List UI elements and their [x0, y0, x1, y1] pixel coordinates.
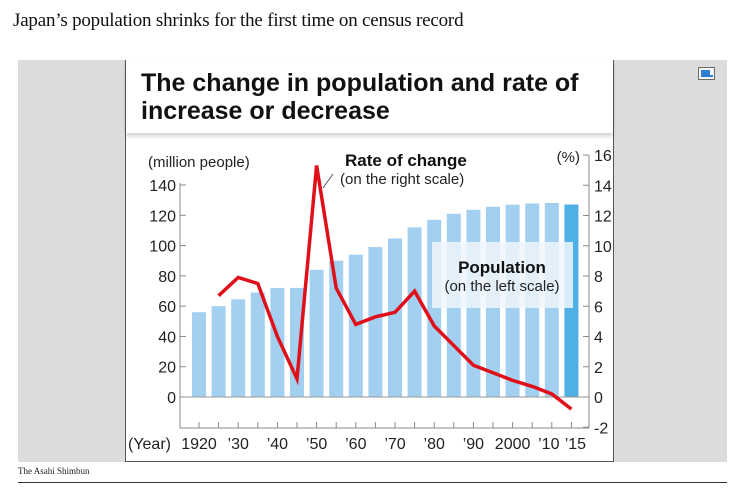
- rate-series-label: Rate of change: [345, 151, 467, 170]
- right-tick-label--2: -2: [594, 420, 608, 437]
- left-tick-label-20: 20: [158, 360, 176, 377]
- population-bar-1950: [309, 269, 324, 397]
- left-tick-label-0: 0: [167, 390, 176, 407]
- left-tick-label-120: 120: [149, 208, 176, 225]
- population-bar-1970: [388, 238, 402, 397]
- chart-title-band: The change in population and rate of inc…: [126, 60, 613, 133]
- x-tick-label-2000: 2000: [495, 436, 531, 453]
- right-tick-label-16: 16: [594, 148, 612, 165]
- population-bar-1935: [250, 292, 265, 397]
- right-axis-label: (%): [557, 149, 580, 166]
- chart-axes: 0 20 40 60 80 100 120 140 -2 0 2 4 6 8 10 12 14 16 1920 ’30…: [128, 148, 612, 453]
- chart-title-line-1: The change in population and rate of: [141, 69, 579, 97]
- right-tick-label-12: 12: [594, 209, 612, 226]
- x-tick-label-1970: ’70: [384, 436, 405, 453]
- x-tick-label-1920: 1920: [181, 436, 217, 453]
- left-tick-label-80: 80: [158, 269, 176, 286]
- expand-window-icon[interactable]: [698, 67, 715, 80]
- chart-title: The change in population and rate of inc…: [141, 69, 579, 125]
- x-tick-label-1940: ’40: [267, 436, 288, 453]
- population-series-label: Population: [458, 258, 546, 277]
- population-bar-1925: [211, 306, 226, 397]
- population-series-sublabel: (on the left scale): [444, 278, 559, 295]
- article-headline: Japan’s population shrinks for the first…: [13, 10, 464, 31]
- right-tick-label-10: 10: [594, 239, 612, 256]
- right-tick-label-14: 14: [594, 178, 612, 195]
- left-tick-label-40: 40: [158, 329, 176, 346]
- x-tick-label-1930: ’30: [228, 436, 249, 453]
- population-legend-box: Population(on the left scale): [432, 242, 573, 308]
- left-tick-label-100: 100: [149, 239, 176, 256]
- rate-series-sublabel: (on the right scale): [340, 171, 464, 188]
- left-tick-label-60: 60: [158, 299, 176, 316]
- rate-label-leader-line: [322, 173, 334, 189]
- right-tick-label-0: 0: [594, 390, 603, 407]
- right-tick-label-2: 2: [594, 360, 603, 377]
- x-tick-label-1990: ’90: [463, 436, 484, 453]
- expand-icon-fill: [701, 70, 710, 77]
- x-tick-label-1950: ’50: [306, 436, 327, 453]
- x-tick-label-2010: ’10: [538, 436, 559, 453]
- population-bar-1940: [270, 287, 285, 397]
- population-bar-1975: [407, 227, 422, 397]
- expand-icon-dash: [708, 75, 713, 77]
- population-bar-1920: [192, 312, 206, 397]
- rate-line-group: [217, 165, 573, 411]
- chart-title-line-2: increase or decrease: [141, 97, 390, 125]
- left-axis-label: (million people): [148, 154, 250, 171]
- x-tick-label-2015: ’15: [565, 436, 586, 453]
- x-axis-label: (Year): [128, 436, 171, 453]
- chart-labels: Rate of change(on the right scale): [322, 151, 467, 189]
- population-bar-1965: [368, 247, 383, 397]
- population-bar-1930: [231, 299, 246, 397]
- x-tick-label-1980: ’80: [424, 436, 445, 453]
- population-label-background: [432, 242, 573, 308]
- right-tick-label-4: 4: [594, 330, 603, 347]
- left-tick-label-140: 140: [149, 178, 176, 195]
- x-tick-label-1960: ’60: [345, 436, 366, 453]
- source-credit: The Asahi Shimbun: [18, 466, 90, 476]
- bottom-divider: [18, 482, 727, 483]
- right-tick-label-6: 6: [594, 299, 603, 316]
- right-tick-label-8: 8: [594, 269, 603, 286]
